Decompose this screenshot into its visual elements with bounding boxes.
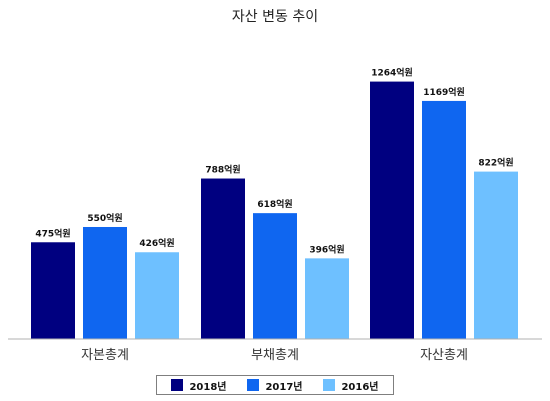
data-label-2-1: 788억원: [205, 164, 240, 176]
legend-label-1: 2018년: [189, 381, 227, 393]
legend-swatch-2: [247, 379, 260, 391]
legend-label-3: 2016년: [341, 381, 379, 393]
bar-2-3: [305, 258, 349, 339]
category-label-1: 자본총계: [81, 348, 129, 363]
legend-swatch-3: [323, 379, 336, 391]
data-label-1-1: 475억원: [35, 227, 70, 239]
legend-item-3: 2016년: [323, 378, 379, 393]
bars-layer: [31, 81, 518, 340]
legend-item-2: 2017년: [247, 378, 303, 393]
bar-3-3: [474, 171, 518, 339]
category-label-3: 자산총계: [420, 348, 468, 363]
legend-item-1: 2018년: [171, 378, 227, 393]
data-label-3-2: 1169억원: [423, 86, 465, 98]
chart-title: 자산 변동 추이: [231, 9, 319, 25]
bar-3-2: [422, 100, 466, 339]
legend-swatch-1: [171, 379, 184, 391]
data-label-2-2: 618억원: [257, 198, 292, 210]
bar-2-1: [201, 178, 245, 339]
category-label-2: 부채총계: [251, 348, 299, 363]
bar-3-1: [370, 81, 414, 340]
legend: 2018년 2017년 2016년: [156, 375, 394, 395]
legend-label-2: 2017년: [265, 381, 303, 393]
bar-1-2: [83, 226, 127, 339]
data-label-1-3: 426억원: [139, 237, 174, 249]
data-label-3-1: 1264억원: [371, 67, 413, 79]
data-label-3-3: 822억원: [478, 157, 513, 169]
data-label-2-3: 396억원: [309, 243, 344, 255]
bar-1-1: [31, 242, 75, 339]
category-labels-layer: 자본총계 부채총계 자산총계: [81, 348, 468, 363]
bar-1-3: [135, 252, 179, 339]
data-label-1-2: 550억원: [87, 212, 122, 224]
bar-2-2: [253, 213, 297, 339]
bar-labels-layer: 475억원 550억원 426억원 788억원 618억원 396억원 1264억원 1169…: [35, 67, 513, 256]
